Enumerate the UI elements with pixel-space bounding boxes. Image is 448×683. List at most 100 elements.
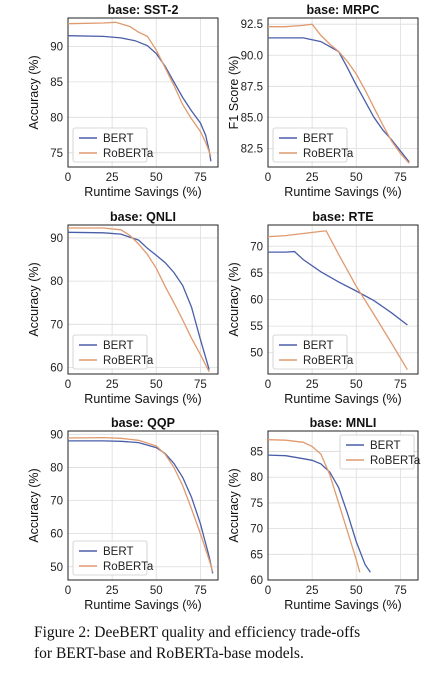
y-axis-label: Accuracy (%) bbox=[27, 468, 41, 542]
y-tick-label: 80 bbox=[50, 276, 63, 288]
charts-figure: 0 25 50 75 75 80 85 90 base: SST-2 Runtime Saving… bbox=[27, 3, 421, 612]
plot-frame bbox=[267, 17, 419, 168]
legend-label: RoBERTa bbox=[303, 355, 354, 367]
chart-panel-4: 0 25 50 75 50 55 60 65 70 base: RTE Runtime Saving… bbox=[227, 210, 419, 406]
y-tick-label: 60 bbox=[50, 363, 63, 375]
chart-panel-5: 0 25 50 75 50 60 70 80 90 base: QQP Runtime Saving… bbox=[27, 416, 219, 612]
x-tick-label: 50 bbox=[350, 379, 363, 391]
series-line-roberta bbox=[68, 227, 210, 373]
y-tick-label: 50 bbox=[250, 348, 263, 360]
series-line-bert bbox=[68, 231, 210, 370]
x-axis-label: Runtime Savings (%) bbox=[284, 598, 401, 612]
y-tick-label: 90.0 bbox=[241, 50, 263, 62]
y-tick-label: 80 bbox=[250, 472, 263, 484]
y-tick-label: 75 bbox=[50, 148, 63, 160]
y-tick-label: 60 bbox=[250, 295, 263, 307]
y-tick-label: 50 bbox=[50, 562, 63, 574]
x-tick-label: 25 bbox=[106, 585, 119, 597]
plot-frame bbox=[267, 430, 419, 581]
series-line-bert bbox=[268, 37, 410, 163]
chart-panel-2: 0 25 50 75 82.5 85.0 87.5 90.0 92.5 base: MRPC Run… bbox=[227, 3, 419, 199]
x-tick-label: 75 bbox=[194, 172, 207, 184]
y-tick-label: 90 bbox=[50, 41, 63, 53]
y-tick-label: 85.0 bbox=[241, 112, 263, 124]
y-tick-label: 92.5 bbox=[241, 19, 263, 31]
x-tick-label: 25 bbox=[306, 585, 319, 597]
y-tick-label: 90 bbox=[50, 233, 63, 245]
x-tick-label: 75 bbox=[394, 585, 407, 597]
x-tick-label: 0 bbox=[265, 172, 271, 184]
plot-frame bbox=[67, 17, 219, 168]
y-tick-label: 87.5 bbox=[241, 81, 263, 93]
x-tick-label: 25 bbox=[306, 379, 319, 391]
x-tick-label: 75 bbox=[194, 585, 207, 597]
legend: BERT RoBERTa bbox=[272, 334, 354, 370]
caption-line-2: for BERT-base and RoBERTa-base models. bbox=[34, 645, 304, 662]
y-tick-label: 85 bbox=[250, 447, 263, 459]
y-tick-label: 70 bbox=[250, 524, 263, 536]
legend-label: RoBERTa bbox=[370, 455, 421, 467]
series-line-bert bbox=[68, 440, 214, 574]
series-line-bert bbox=[68, 35, 212, 162]
y-axis-label: Accuracy (%) bbox=[27, 262, 41, 336]
legend-label: RoBERTa bbox=[103, 561, 154, 573]
chart-title: base: RTE bbox=[312, 210, 373, 224]
x-axis-label: Runtime Savings (%) bbox=[284, 392, 401, 406]
y-tick-label: 55 bbox=[250, 321, 263, 333]
y-axis-label: F1 Score (%) bbox=[227, 56, 241, 130]
x-tick-label: 25 bbox=[106, 172, 119, 184]
y-tick-label: 85 bbox=[50, 77, 63, 89]
y-axis-label: Accuracy (%) bbox=[227, 468, 241, 542]
chart-panel-3: 0 25 50 75 60 70 80 90 base: QNLI Runtime Savings… bbox=[27, 210, 219, 406]
x-tick-label: 50 bbox=[150, 172, 163, 184]
x-tick-label: 0 bbox=[265, 585, 271, 597]
series-line-roberta bbox=[268, 439, 361, 573]
y-tick-label: 80 bbox=[50, 462, 63, 474]
y-tick-label: 90 bbox=[50, 429, 63, 441]
x-tick-label: 25 bbox=[106, 379, 119, 391]
legend: BERT RoBERTa bbox=[72, 334, 154, 370]
y-tick-label: 75 bbox=[250, 498, 263, 510]
legend: BERT RoBERTa bbox=[272, 127, 354, 163]
x-axis-label: Runtime Savings (%) bbox=[84, 392, 201, 406]
chart-title: base: MNLI bbox=[310, 416, 377, 430]
legend: BERT RoBERTa bbox=[72, 540, 154, 576]
plot-frame bbox=[67, 430, 219, 581]
y-tick-label: 65 bbox=[250, 549, 263, 561]
x-tick-label: 75 bbox=[394, 172, 407, 184]
plot-frame bbox=[67, 224, 219, 375]
y-tick-label: 80 bbox=[50, 112, 63, 124]
series-line-bert bbox=[268, 250, 408, 326]
series-line-roberta bbox=[68, 436, 214, 572]
legend-label: BERT bbox=[103, 133, 133, 145]
x-tick-label: 0 bbox=[65, 585, 71, 597]
plot-frame bbox=[267, 224, 419, 375]
y-tick-label: 82.5 bbox=[241, 143, 263, 155]
x-axis-label: Runtime Savings (%) bbox=[84, 598, 201, 612]
x-tick-label: 0 bbox=[65, 379, 71, 391]
legend-label: BERT bbox=[303, 340, 333, 352]
chart-panel-6: 0 25 50 75 60 65 70 75 80 85 base: MNLI Runtime Sav… bbox=[227, 416, 421, 612]
legend-label: BERT bbox=[103, 546, 133, 558]
legend: BERT RoBERTa bbox=[72, 127, 154, 163]
series-line-roberta bbox=[268, 23, 410, 164]
chart-title: base: SST-2 bbox=[108, 3, 179, 17]
x-tick-label: 0 bbox=[265, 379, 271, 391]
x-tick-label: 50 bbox=[350, 172, 363, 184]
caption-line-1: Figure 2: DeeBERT quality and efficiency… bbox=[34, 624, 361, 641]
chart-panel-1: 0 25 50 75 75 80 85 90 base: SST-2 Runtime Saving… bbox=[27, 3, 219, 199]
legend: BERT RoBERTa bbox=[339, 434, 421, 470]
chart-title: base: QNLI bbox=[110, 210, 176, 224]
chart-title: base: QQP bbox=[111, 416, 175, 430]
y-axis-label: Accuracy (%) bbox=[227, 262, 241, 336]
y-tick-label: 65 bbox=[250, 268, 263, 280]
y-tick-label: 70 bbox=[50, 319, 63, 331]
y-tick-label: 60 bbox=[250, 575, 263, 587]
x-tick-label: 50 bbox=[150, 379, 163, 391]
legend-label: RoBERTa bbox=[303, 148, 354, 160]
y-axis-label: Accuracy (%) bbox=[27, 55, 41, 129]
legend-label: BERT bbox=[303, 133, 333, 145]
series-line-roberta bbox=[68, 21, 212, 157]
y-tick-label: 60 bbox=[50, 529, 63, 541]
series-line-roberta bbox=[268, 230, 408, 371]
